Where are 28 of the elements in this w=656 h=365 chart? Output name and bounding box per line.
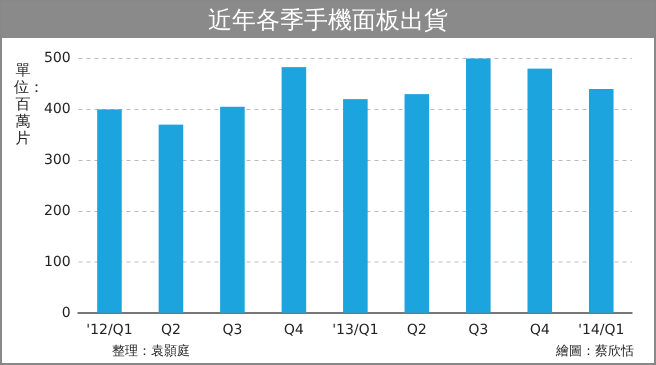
bar — [588, 88, 614, 313]
chart-title: 近年各季手機面板出貨 — [2, 2, 654, 38]
bar — [220, 106, 245, 313]
x-tick-label: Q4 — [530, 322, 550, 338]
x-tick-label: '13/Q1 — [332, 322, 379, 338]
y-axis-title: 單位：百萬片 — [14, 61, 44, 147]
bar — [282, 67, 306, 313]
y-tick-label: 400 — [44, 101, 71, 117]
y-tick-label: 500 — [44, 50, 71, 66]
y-tick-label: 200 — [44, 202, 71, 219]
x-tick-label: '12/Q1 — [86, 322, 133, 338]
x-tick-label: '14/Q1 — [578, 322, 624, 338]
bar — [158, 124, 184, 313]
text: 繪圖：蔡欣恬 — [556, 343, 634, 360]
bar — [97, 109, 122, 313]
bar — [404, 94, 430, 313]
x-tick-label: Q3 — [222, 322, 242, 338]
bar — [527, 68, 552, 313]
x-tick-label: Q2 — [160, 322, 181, 338]
x-tick-label: Q2 — [406, 322, 427, 338]
bar — [466, 58, 491, 313]
y-tick-label: 0 — [62, 304, 71, 321]
x-tick-label: Q3 — [468, 322, 488, 338]
x-tick-label: Q4 — [284, 322, 304, 338]
y-tick-label: 300 — [44, 152, 71, 168]
bar — [343, 99, 368, 313]
text: 整理：袁顥庭 — [112, 343, 190, 360]
y-tick-label: 100 — [44, 254, 71, 270]
